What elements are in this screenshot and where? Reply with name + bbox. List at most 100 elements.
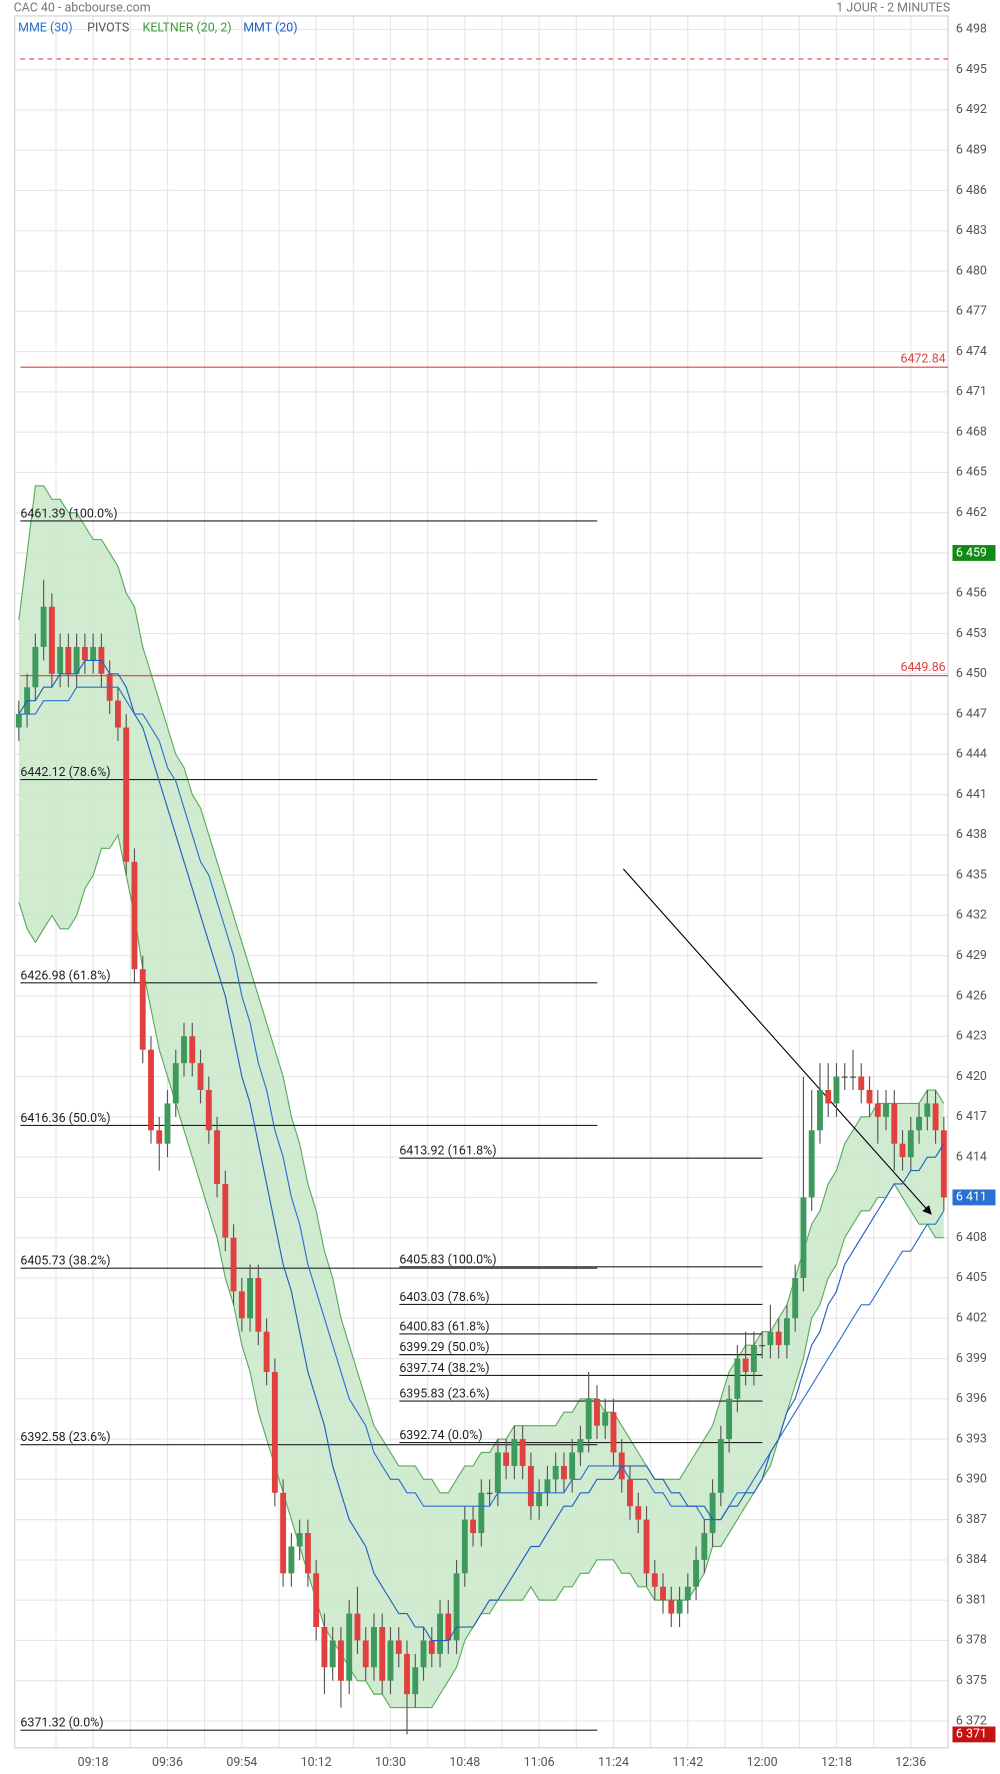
candle-body [874, 1103, 881, 1117]
candle-body [676, 1600, 683, 1614]
candle-body [701, 1533, 708, 1560]
candle-body [139, 969, 146, 1050]
price-badge-label: 6 371 [956, 1727, 987, 1742]
candle-body [189, 1036, 196, 1064]
fib-label: 6395.83 (23.6%) [399, 1387, 489, 1402]
candle-body [280, 1492, 287, 1574]
y-tick-label: 6 498 [956, 22, 987, 37]
candle-body [866, 1090, 873, 1104]
candle-body [156, 1130, 163, 1144]
candle-body [123, 727, 130, 862]
fib-label: 6461.39 (100.0%) [20, 506, 117, 521]
candle-body [48, 606, 55, 674]
price-badge-label: 6 411 [956, 1190, 987, 1205]
candle-body [172, 1063, 179, 1104]
candle-body [883, 1103, 889, 1117]
candle-body [858, 1076, 865, 1091]
y-tick-label: 6 492 [956, 102, 987, 117]
y-tick-label: 6 495 [956, 62, 987, 77]
x-tick-label: 10:12 [301, 1755, 332, 1770]
y-tick-label: 6 438 [956, 827, 987, 842]
candle-body [610, 1412, 617, 1453]
x-tick-label: 09:54 [226, 1755, 257, 1770]
y-tick-label: 6 420 [956, 1069, 987, 1084]
x-tick-label: 09:18 [78, 1755, 109, 1770]
candle-body [445, 1613, 452, 1641]
y-tick-label: 6 453 [956, 626, 987, 641]
y-tick-label: 6 387 [956, 1512, 987, 1527]
candle-body [767, 1331, 774, 1346]
candle-body [321, 1627, 328, 1668]
candle-body [924, 1103, 931, 1117]
candle-body [660, 1586, 666, 1601]
y-tick-label: 6 396 [956, 1391, 987, 1406]
y-tick-label: 6 432 [956, 908, 987, 923]
candle-body [230, 1237, 237, 1292]
candle-body [775, 1331, 782, 1346]
candle-body [15, 714, 22, 728]
x-tick-label: 11:24 [598, 1755, 629, 1770]
fib-label: 6399.29 (50.0%) [399, 1340, 489, 1355]
candle-body [486, 1492, 493, 1494]
candle-body [742, 1358, 749, 1372]
y-tick-label: 6 390 [956, 1472, 987, 1487]
candle-body [536, 1492, 543, 1507]
candle-body [263, 1331, 270, 1372]
candle-body [354, 1613, 361, 1641]
candle-body [817, 1090, 823, 1131]
candle-body [57, 646, 64, 674]
candle-body [197, 1063, 204, 1091]
candle-body [288, 1546, 295, 1574]
candle-body [916, 1116, 922, 1131]
fib-label: 6442.12 (78.6%) [20, 765, 110, 780]
candle-body [759, 1345, 766, 1347]
y-tick-label: 6 486 [956, 183, 987, 198]
candle-body [577, 1439, 584, 1453]
candle-body [222, 1183, 229, 1238]
candle-body [717, 1439, 724, 1493]
candle-body [73, 646, 80, 674]
candle-body [428, 1640, 435, 1654]
candle-body [461, 1519, 468, 1574]
candle-body [808, 1130, 815, 1198]
candle-body [519, 1439, 526, 1466]
price-badge [952, 1726, 996, 1743]
y-tick-label: 6 417 [956, 1109, 987, 1124]
fib-label: 6392.58 (23.6%) [20, 1430, 110, 1445]
y-tick-label: 6 480 [956, 263, 987, 278]
y-tick-label: 6 402 [956, 1311, 987, 1326]
candle-body [346, 1613, 353, 1681]
candle-body [726, 1398, 733, 1440]
candle-body [668, 1600, 675, 1614]
y-tick-label: 6 462 [956, 505, 987, 520]
candle-body [387, 1640, 394, 1681]
candle-body [296, 1533, 303, 1547]
chart-subtitle: 1 JOUR - 2 MINUTES [836, 0, 950, 15]
y-tick-label: 6 375 [956, 1673, 987, 1688]
chart-title: CAC 40 - abcbourse.com [14, 0, 151, 15]
price-badge [952, 1189, 996, 1206]
candle-body [329, 1640, 336, 1668]
y-tick-label: 6 435 [956, 867, 987, 882]
candle-body [627, 1479, 633, 1507]
candle-body [255, 1277, 262, 1332]
fib-label: 6405.83 (100.0%) [399, 1252, 496, 1267]
candle-body [833, 1076, 840, 1104]
candle-body [115, 700, 121, 728]
candle-body [907, 1130, 914, 1158]
candle-body [395, 1640, 402, 1654]
fib-label: 6397.74 (38.2%) [399, 1361, 489, 1376]
candle-body [362, 1640, 369, 1668]
candle-body [238, 1291, 245, 1319]
candle-body [437, 1613, 443, 1654]
moving-average-line [18, 686, 945, 1521]
candle-body [214, 1130, 220, 1184]
candle-body [552, 1465, 559, 1480]
candle-body [693, 1559, 700, 1587]
candle-body [470, 1519, 477, 1534]
y-tick-label: 6 372 [956, 1713, 987, 1728]
y-tick-label: 6 465 [956, 465, 987, 480]
candle-body [205, 1090, 212, 1131]
legend-entry: MMT (20) [243, 21, 297, 36]
